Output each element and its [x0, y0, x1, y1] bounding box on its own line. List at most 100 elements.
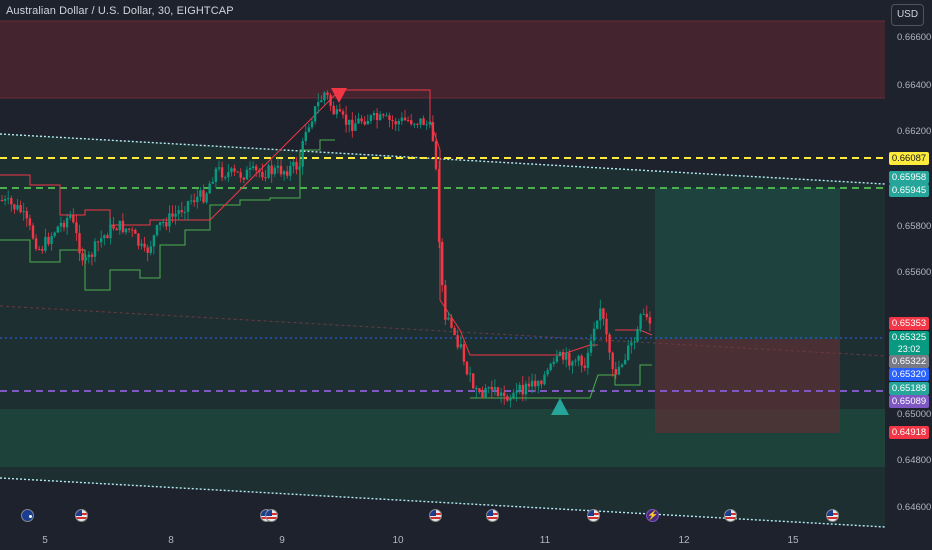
candle-body	[348, 119, 351, 125]
candle-body	[3, 198, 7, 201]
candle-body	[239, 172, 242, 178]
price-label-purple-level: 0.65089	[889, 395, 929, 408]
buy-signal	[551, 398, 569, 415]
bar-countdown: 23:02	[897, 344, 921, 354]
us-flag-icon[interactable]	[429, 509, 442, 522]
candle-body	[205, 193, 208, 203]
candle-body	[416, 123, 419, 125]
us-flag-icon[interactable]	[587, 509, 600, 522]
target-zone	[655, 188, 840, 339]
candle-body	[78, 233, 81, 254]
candle-body	[493, 387, 497, 390]
candle-body	[96, 241, 100, 243]
price-tick: 0.64800	[897, 455, 931, 466]
candle-body	[261, 171, 264, 178]
candle-body	[146, 247, 149, 253]
time-tick: 9	[279, 535, 285, 546]
time-tick: 15	[787, 535, 799, 546]
candle-body	[81, 253, 84, 261]
candle-body	[589, 340, 593, 353]
candle-body	[425, 124, 428, 126]
candle-body	[344, 114, 348, 125]
time-tick: 8	[168, 535, 174, 546]
candle-body	[217, 167, 221, 169]
candle-body	[220, 167, 224, 178]
candle-body	[304, 131, 307, 142]
candle-body	[642, 313, 645, 315]
candle-body	[599, 308, 602, 321]
symbol-title: Australian Dollar / U.S. Dollar, 30, EIG…	[6, 5, 234, 17]
candle-body	[388, 115, 391, 121]
sell-signal	[331, 88, 347, 103]
candle-body	[189, 200, 193, 202]
us-flag-icon[interactable]	[724, 509, 737, 522]
candle-body	[648, 317, 652, 324]
candle-body	[124, 228, 128, 233]
price-label-blue: 0.65320	[889, 368, 929, 381]
price-label-stop: 0.64918	[889, 426, 929, 439]
candle-body	[456, 335, 459, 348]
candle-body	[289, 165, 292, 176]
candle-body	[332, 105, 335, 115]
candle-body	[406, 120, 410, 122]
candle-body	[459, 344, 462, 348]
candle-body	[208, 183, 211, 194]
candle-body	[555, 355, 559, 362]
candle-body	[403, 117, 407, 121]
candle-body	[596, 320, 599, 329]
candle-body	[273, 167, 276, 175]
candle-body	[56, 226, 59, 233]
candle-body	[227, 172, 230, 178]
current-price-label: 0.65325 23:02	[889, 331, 929, 356]
candle-body	[410, 120, 413, 125]
currency-button[interactable]: USD	[891, 4, 924, 26]
candle-body	[490, 386, 493, 390]
candle-body	[444, 285, 447, 320]
candle-body	[363, 121, 366, 125]
candle-body	[391, 120, 394, 122]
candle-body	[546, 370, 549, 375]
us-flag-icon[interactable]	[486, 509, 499, 522]
candle-body	[177, 210, 180, 214]
candle-body	[106, 235, 109, 239]
candle-body	[131, 229, 134, 231]
candle-body	[90, 254, 94, 257]
candle-body	[295, 161, 298, 170]
candle-body	[441, 241, 444, 286]
candle-body	[307, 127, 311, 132]
candle-body	[472, 373, 475, 389]
candle-body	[565, 352, 568, 360]
candle-body	[230, 168, 233, 173]
candle-body	[65, 217, 69, 228]
candle-body	[165, 222, 168, 227]
candle-body	[50, 235, 53, 245]
candle-body	[276, 165, 280, 168]
candle-body	[72, 214, 75, 223]
lightning-icon[interactable]: ⚡	[646, 509, 659, 522]
candle-body	[481, 391, 484, 398]
candle-body	[351, 119, 354, 131]
candle-body	[499, 392, 503, 396]
price-label-high: 0.65353	[889, 317, 929, 330]
supply-zone	[0, 21, 885, 98]
candle-body	[413, 123, 416, 125]
price-tick: 0.64600	[897, 502, 931, 513]
candle-body	[248, 167, 252, 170]
us-flag-icon[interactable]	[75, 509, 88, 522]
candle-body	[633, 341, 636, 343]
time-tick: 5	[42, 535, 48, 546]
candle-body	[143, 243, 146, 248]
candle-body	[614, 369, 617, 375]
candle-body	[620, 364, 624, 367]
candle-body	[93, 241, 97, 257]
au-flag-icon[interactable]	[21, 509, 34, 522]
candle-body	[183, 211, 187, 213]
us-flag-icon[interactable]	[826, 509, 839, 522]
candle-body	[279, 165, 283, 175]
candle-body	[251, 166, 255, 168]
us-flag-icon[interactable]	[265, 509, 278, 522]
candle-body	[186, 201, 190, 212]
trailing-stop-support	[0, 139, 335, 291]
candle-body	[34, 238, 38, 249]
